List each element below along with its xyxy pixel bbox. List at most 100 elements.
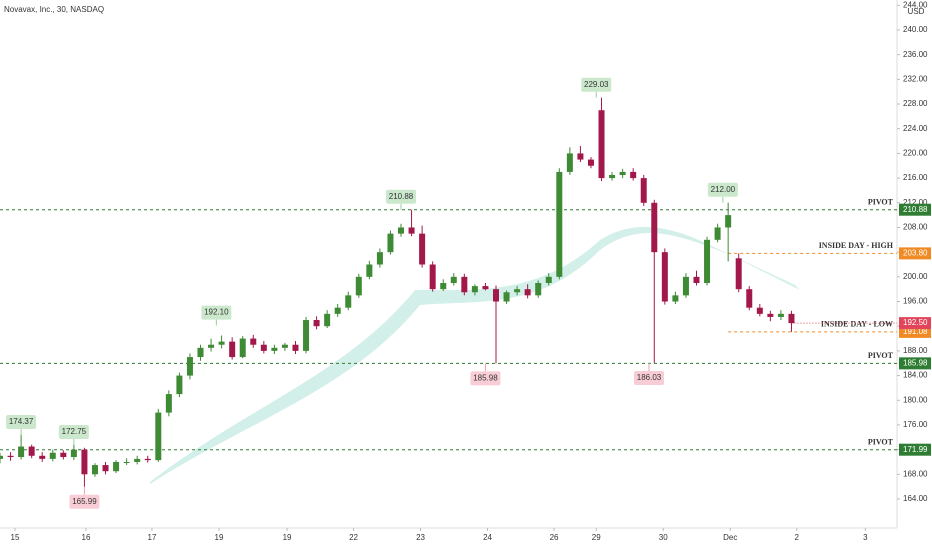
candle-body [49, 452, 56, 459]
candle-body [682, 276, 689, 296]
candle-body [7, 455, 14, 458]
y-tick-label: 196.00 [903, 297, 928, 306]
chart-title: Novavax, Inc., 30, NASDAQ [4, 5, 104, 14]
annotation-box [581, 77, 612, 92]
candle-body [81, 449, 88, 475]
candle-body [735, 258, 742, 290]
y-tick-label: 220.00 [903, 149, 928, 158]
candle-body [91, 465, 98, 475]
y-tick-label: 208.00 [903, 223, 928, 232]
y-tick-label: 184.00 [903, 371, 928, 380]
candle-body [587, 159, 594, 166]
x-tick-label: Dec [723, 533, 737, 542]
candle-body [577, 153, 584, 160]
level-name: INSIDE DAY - HIGH [819, 241, 894, 250]
x-tick-label: 22 [349, 533, 358, 542]
price-tag-label: 191.08 [903, 327, 928, 336]
price-tag-label: 185.98 [903, 358, 928, 367]
currency: USD [908, 7, 925, 16]
candle-body [165, 394, 172, 413]
y-tick-label: 236.00 [903, 50, 928, 59]
candle-body [471, 286, 478, 293]
candle-body [429, 264, 436, 290]
y-tick-label: 176.00 [903, 420, 928, 429]
cloud-band [150, 226, 800, 485]
candle-body [18, 446, 25, 458]
candle-body [366, 264, 373, 277]
x-tick-label: 16 [82, 533, 91, 542]
candle-body [70, 449, 77, 458]
y-tick-label: 168.00 [903, 469, 928, 478]
candle-body [229, 341, 236, 358]
candle-body [260, 344, 267, 351]
annotation-box [386, 189, 417, 204]
annotation-label: 212.00 [711, 185, 736, 194]
price-tag [899, 443, 931, 456]
annotation-label: 192.10 [204, 308, 229, 317]
candle-body [556, 171, 563, 277]
annotation-box [707, 182, 738, 197]
x-tick-label: 26 [550, 533, 559, 542]
candle-body [218, 341, 225, 345]
candle-body [767, 313, 774, 317]
candle-body [60, 452, 67, 458]
candle-body [598, 110, 605, 179]
candle-body [693, 276, 700, 284]
y-tick-label: 180.00 [903, 395, 928, 404]
annotation-label: 185.98 [473, 373, 498, 382]
candle-body [461, 276, 468, 293]
candle-body [39, 455, 46, 459]
x-tick-label: 30 [659, 533, 668, 542]
annotation-label: 172.75 [62, 427, 87, 436]
candle-body [503, 292, 510, 302]
candle-body [398, 227, 405, 234]
x-tick-label: 23 [416, 533, 425, 542]
y-tick-label: 188.00 [903, 346, 928, 355]
annotation-box [69, 494, 100, 509]
candle-body [239, 338, 246, 358]
price-tag [899, 203, 931, 216]
candle-body [155, 412, 162, 461]
candle-body [524, 289, 531, 296]
y-tick-label: 228.00 [903, 99, 928, 108]
candle-body [292, 344, 299, 351]
x-tick-label: 3 [863, 533, 868, 542]
annotation-box [6, 415, 37, 430]
candle-body [134, 458, 141, 462]
candle-body [144, 458, 151, 461]
candle-body [640, 178, 647, 203]
y-tick-label: 164.00 [903, 494, 928, 503]
annotation-label: 186.03 [637, 373, 662, 382]
y-tick-label: 240.00 [903, 25, 928, 34]
candle-body [334, 307, 341, 314]
annotation-box [470, 371, 501, 386]
level-name: PIVOT [868, 438, 894, 447]
level-name: PIVOT [868, 351, 894, 360]
candle-body [440, 283, 447, 290]
y-tick-label: 200.00 [903, 272, 928, 281]
candle-body [482, 286, 489, 290]
y-tick-label: 224.00 [903, 124, 928, 133]
candle-body [704, 239, 711, 284]
candle-body [303, 320, 310, 351]
x-tick-label: 17 [148, 533, 157, 542]
x-tick-label: 29 [592, 533, 601, 542]
price-tag [899, 317, 931, 330]
candle-body [250, 338, 257, 345]
candle-body [186, 357, 193, 376]
candle-body [566, 153, 573, 172]
candle-body [113, 461, 120, 472]
candle-body [271, 347, 278, 351]
candle-body [419, 233, 426, 265]
annotation-box [634, 371, 665, 386]
level-name: INSIDE DAY - LOW [821, 320, 893, 329]
candle-body [788, 313, 795, 324]
candle-body [313, 320, 320, 327]
candle-body [714, 227, 721, 240]
candle-body [355, 276, 362, 296]
y-tick-label: 212.00 [903, 198, 928, 207]
price-tag-label: 203.80 [903, 248, 928, 257]
candle-body [630, 171, 637, 179]
annotation-label: 210.88 [389, 192, 414, 201]
